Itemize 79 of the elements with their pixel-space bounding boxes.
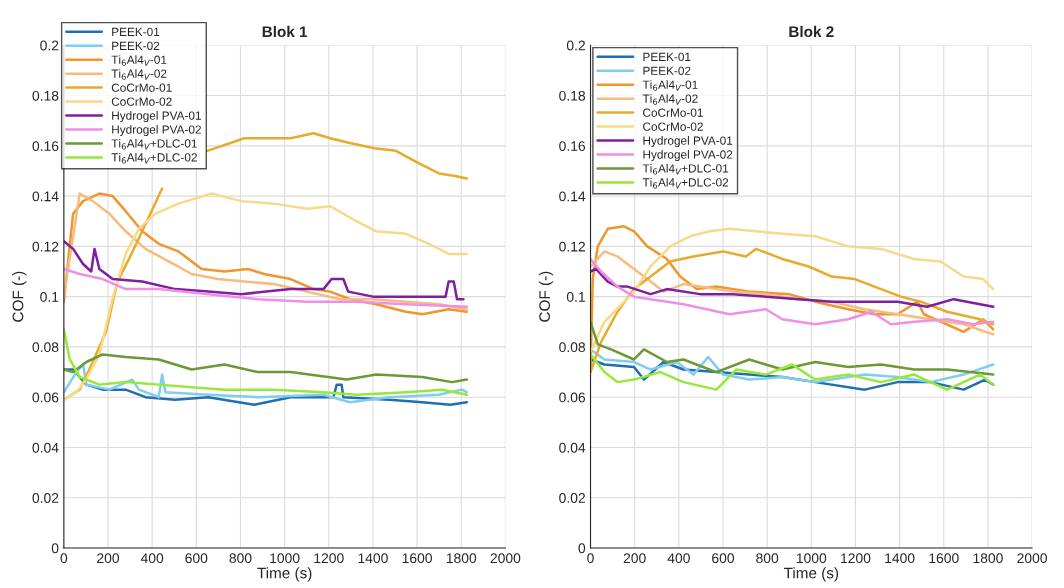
x-tick-label: 2000	[1017, 553, 1047, 564]
x-tick-label: 1800	[973, 553, 1003, 564]
line-series	[590, 320, 995, 376]
x-tick-label: 0	[60, 553, 68, 564]
legend-label: Hydrogel PVA-02	[643, 150, 733, 162]
y-tick-label: 0.2	[40, 40, 59, 51]
y-tick-label: 0.02	[32, 493, 59, 503]
legend-label: PEEK-02	[643, 66, 691, 75]
legend-label: Hydrogel PVA-01	[112, 111, 201, 123]
y-tick-label: 0.12	[559, 241, 585, 252]
x-tick-label: 400	[667, 553, 690, 564]
legend-label: Ti$_{6}$Al4$_{V}$-02	[642, 94, 698, 105]
y-tick-label: 0.1	[566, 291, 585, 302]
chart-title: Blok 2	[789, 25, 834, 38]
y-tick-label: 0.12	[32, 241, 59, 252]
y-tick-label: 0	[578, 543, 586, 554]
y-tick-label: 0.16	[32, 141, 59, 151]
legend-label: PEEK-01	[112, 27, 160, 37]
legend-label: Ti$_{6}$Al4$_{V}$-01	[642, 80, 698, 91]
y-tick-label: 0.04	[32, 442, 59, 453]
x-tick-label: 400	[140, 553, 164, 564]
y-axis-title: COF (-)	[538, 271, 554, 322]
y-tick-label: 0	[51, 543, 59, 554]
chart-title: Blok 1	[262, 25, 308, 38]
x-tick-label: 1200	[841, 553, 871, 564]
y-tick-label: 0.18	[32, 90, 59, 101]
line-series	[63, 240, 465, 301]
x-tick-label: 800	[756, 553, 779, 564]
line-series	[590, 257, 995, 326]
y-tick-label: 0.1	[40, 291, 59, 302]
line-series	[63, 328, 469, 396]
x-tick-label: 1200	[314, 553, 344, 564]
legend-label: PEEK-01	[643, 52, 691, 62]
legend-label: CoCrMo-01	[111, 83, 172, 92]
x-axis-title: Time (s)	[783, 567, 839, 582]
x-tick-label: 1800	[446, 553, 477, 564]
x-tick-label: 1400	[885, 553, 915, 564]
y-tick-label: 0.04	[559, 442, 586, 453]
legend-label: Ti$_{6}$Al4$_{V}$+DLC-01	[111, 138, 197, 150]
legend-label: CoCrMo-02	[643, 122, 703, 131]
legend-label: Ti$_{6}$Al4$_{V}$-02	[111, 69, 167, 80]
y-axis-title: COF (-)	[12, 271, 27, 322]
y-tick-label: 0.14	[559, 191, 586, 202]
y-tick-label: 0.08	[32, 342, 59, 353]
legend-label: Ti$_{6}$Al4$_{V}$-01	[111, 55, 167, 66]
line-series	[590, 348, 995, 384]
x-tick-label: 1600	[402, 553, 432, 564]
legend-label: Ti$_{6}$Al4$_{V}$+DLC-01	[642, 163, 729, 175]
legend-label: CoCrMo-02	[111, 97, 172, 106]
x-tick-label: 200	[97, 553, 120, 564]
y-tick-label: 0.06	[559, 392, 586, 403]
legend-label: Hydrogel PVA-02	[112, 125, 201, 137]
line-series	[63, 353, 469, 384]
x-tick-label: 600	[712, 553, 735, 564]
line-series	[590, 267, 995, 308]
x-axis-title: Time (s)	[257, 567, 312, 582]
y-tick-label: 0.2	[566, 40, 585, 51]
x-tick-label: 600	[185, 553, 208, 564]
x-tick-label: 2000	[490, 553, 521, 564]
legend-label: CoCrMo-01	[643, 108, 703, 117]
legend-label: Ti$_{6}$Al4$_{V}$+DLC-02	[642, 177, 729, 189]
x-tick-label: 1600	[929, 553, 959, 564]
y-tick-label: 0.18	[559, 90, 586, 101]
legend-label: Hydrogel PVA-01	[643, 136, 733, 148]
legend-label: Ti$_{6}$Al4$_{V}$+DLC-02	[111, 152, 197, 164]
legend-label: PEEK-02	[112, 41, 160, 50]
y-tick-label: 0.02	[559, 493, 585, 503]
x-tick-label: 1000	[796, 553, 827, 564]
y-tick-label: 0.08	[559, 342, 586, 353]
x-tick-label: 0	[587, 553, 594, 564]
x-tick-label: 200	[623, 553, 646, 564]
line-series	[63, 267, 469, 308]
x-tick-label: 800	[229, 553, 252, 564]
y-tick-label: 0.06	[32, 392, 59, 403]
x-tick-label: 1400	[358, 553, 388, 564]
y-tick-label: 0.16	[559, 141, 586, 151]
line-series	[63, 192, 469, 401]
x-tick-label: 1000	[270, 553, 300, 564]
y-tick-label: 0.14	[32, 191, 59, 202]
